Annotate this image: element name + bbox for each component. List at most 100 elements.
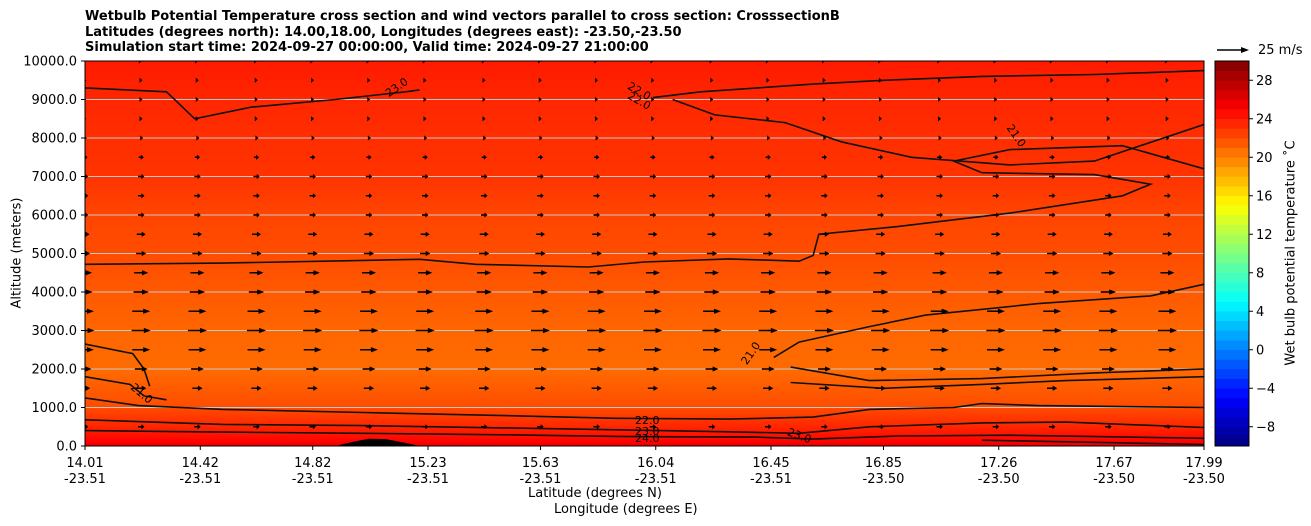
- wind-vector: [879, 135, 883, 141]
- wind-vector-head: [651, 135, 655, 141]
- wind-vector: [1105, 154, 1111, 160]
- wind-vector: [191, 366, 204, 372]
- wind-vector: [365, 173, 373, 180]
- wind-vector-head: [994, 116, 998, 122]
- wind-vector: [594, 61, 598, 64]
- wind-vector-head: [824, 193, 828, 199]
- wind-vector: [415, 327, 435, 334]
- wind-vector-head: [995, 154, 999, 160]
- wind-vector: [704, 289, 720, 295]
- wind-vector-head: [770, 308, 778, 314]
- wind-vector: [594, 154, 600, 160]
- wind-vector-head: [197, 154, 201, 160]
- wind-vector: [759, 347, 778, 353]
- wind-vector: [706, 385, 718, 391]
- wind-vector: [645, 289, 661, 295]
- wind-vector-head: [543, 327, 551, 334]
- wind-vector: [708, 193, 716, 199]
- wind-vector: [477, 366, 491, 372]
- wind-vector-head: [482, 77, 486, 83]
- wind-vector-head: [366, 61, 370, 64]
- wind-vector: [420, 250, 431, 257]
- wind-vector-head: [1052, 231, 1057, 237]
- wind-vector-head: [425, 173, 429, 180]
- wind-vector-head: [880, 173, 884, 180]
- wind-vector: [822, 77, 826, 83]
- wind-vector-head: [486, 347, 494, 353]
- wind-vector: [360, 308, 378, 314]
- wind-vector: [1159, 289, 1176, 295]
- wind-vector: [878, 61, 882, 64]
- wind-vector: [936, 212, 943, 218]
- wind-vector: [1050, 96, 1054, 103]
- wind-vector-head: [1168, 270, 1175, 276]
- wind-vector-head: [712, 193, 716, 199]
- wind-vector-head: [939, 154, 943, 160]
- x-tick-label-latitude: 16.45: [752, 456, 789, 471]
- wind-vector: [537, 212, 544, 218]
- wind-vector-head: [195, 77, 199, 83]
- wind-vector-head: [598, 308, 606, 314]
- wind-vector: [991, 231, 1001, 237]
- wind-vector-head: [937, 77, 941, 83]
- wind-vector: [707, 231, 717, 237]
- wind-vector-head: [542, 347, 550, 353]
- wind-vector-head: [768, 366, 775, 372]
- wind-vector-head: [367, 135, 371, 141]
- wind-vector-head: [86, 308, 94, 314]
- wind-vector-head: [822, 96, 826, 103]
- wind-vector: [248, 289, 265, 295]
- wind-vector-head: [425, 270, 433, 276]
- wind-vector: [592, 231, 602, 237]
- wind-vector: [815, 347, 834, 353]
- wind-vector: [595, 135, 599, 141]
- wind-vector-head: [1167, 385, 1173, 391]
- wind-vector: [878, 96, 882, 103]
- wind-vector: [311, 116, 315, 122]
- wind-vector: [643, 327, 663, 334]
- wind-vector-head: [256, 193, 260, 199]
- wind-vector: [816, 289, 833, 295]
- wind-vector-head: [369, 250, 375, 257]
- wind-vector-head: [997, 308, 1005, 314]
- wind-vector-head: [597, 385, 602, 391]
- wind-vector: [819, 250, 830, 257]
- wind-vector-head: [651, 116, 655, 122]
- colorbar-segment: [1215, 205, 1249, 216]
- wind-vector-head: [712, 366, 719, 372]
- wind-vector-head: [822, 61, 826, 64]
- wind-vector: [876, 231, 886, 237]
- wind-vector-head: [541, 289, 549, 295]
- x-tick-label-latitude: 14.42: [182, 456, 219, 471]
- colorbar-segment: [1215, 185, 1249, 197]
- wind-vector: [822, 116, 826, 122]
- wind-vector: [194, 424, 201, 430]
- wind-vector: [587, 347, 606, 353]
- y-tick-label: 1000.0: [32, 401, 78, 416]
- wind-vector: [309, 424, 316, 430]
- wind-vector-head: [1108, 193, 1112, 199]
- wind-vector: [650, 154, 656, 160]
- wind-vector: [253, 193, 260, 199]
- colorbar-segment: [1215, 262, 1249, 274]
- wind-vector: [822, 61, 826, 64]
- wind-vector: [1106, 61, 1110, 64]
- wind-vector-head: [941, 347, 949, 353]
- wind-vector: [986, 308, 1005, 314]
- wind-vector-head: [1054, 308, 1062, 314]
- wind-vector: [482, 77, 486, 83]
- wind-vector-head: [1106, 61, 1110, 64]
- wind-vector: [483, 135, 487, 141]
- wind-vector: [140, 135, 144, 141]
- wind-vector-head: [939, 173, 943, 180]
- y-tick-label: 5000.0: [32, 247, 78, 262]
- wind-vector: [1106, 116, 1110, 122]
- wind-vector: [310, 154, 316, 160]
- wind-vector: [253, 154, 260, 160]
- x-axis-label-latitude: Latitude (degrees N): [528, 486, 662, 501]
- wind-vector-head: [824, 212, 828, 218]
- wind-vector-head: [1110, 308, 1118, 314]
- wind-vector-head: [425, 385, 431, 391]
- y-tick-label: 7000.0: [32, 170, 78, 185]
- wind-vector: [131, 327, 151, 334]
